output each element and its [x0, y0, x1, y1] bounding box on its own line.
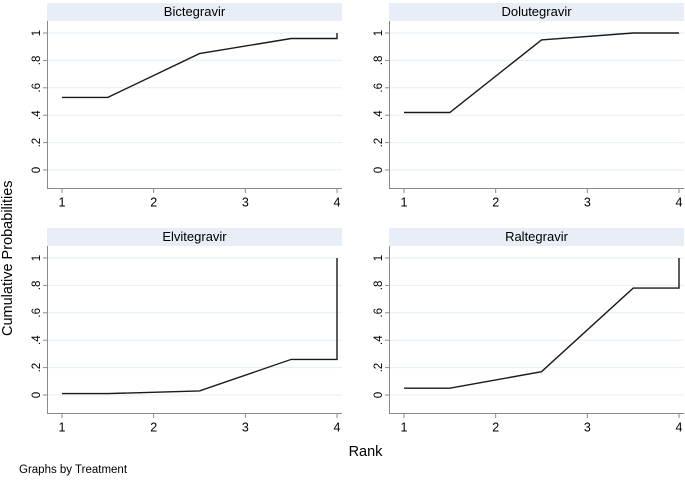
x-tick-label: 1 [401, 196, 408, 210]
y-axis-label: Cumulative Probabilities [0, 180, 16, 336]
x-tick-label: 2 [150, 421, 157, 435]
plot-area-raltegravir: 0 .2 .4 .6 .8 1 1 2 3 4 [373, 246, 684, 435]
panel-dolutegravir: Dolutegravir 0 .2 .4 .6 .8 1 1 2 3 4 [367, 3, 684, 213]
cumulative-probability-line [404, 258, 680, 389]
panel-title-elvitegravir: Elvitegravir [47, 228, 342, 246]
y-tick-label: 1 [31, 255, 43, 261]
plot-area-elvitegravir: 0 .2 .4 .6 .8 1 1 2 3 4 [31, 246, 342, 435]
cumulative-probability-line [62, 258, 338, 395]
panel-title-raltegravir: Raltegravir [389, 228, 684, 246]
x-tick-label: 2 [492, 421, 499, 435]
cumulative-probability-line [404, 32, 679, 114]
x-tick-label: 4 [334, 196, 341, 210]
panel-elvitegravir: Elvitegravir 0 .2 .4 .6 .8 1 1 2 3 4 [25, 228, 342, 438]
y-tick-label: .8 [31, 56, 43, 66]
y-tick-label: 1 [373, 30, 385, 36]
y-tick-label: .6 [31, 83, 43, 93]
x-tick-label: 4 [676, 196, 683, 210]
x-tick-label: 1 [401, 421, 408, 435]
y-tick-label: .4 [373, 335, 385, 345]
by-treatment-note: Graphs by Treatment [19, 464, 128, 476]
plot-area-dolutegravir: 0 .2 .4 .6 .8 1 1 2 3 4 [373, 21, 684, 210]
x-tick-label: 3 [584, 196, 591, 210]
y-tick-label: .8 [373, 56, 385, 66]
x-tick-label: 2 [492, 196, 499, 210]
x-tick-label: 3 [584, 421, 591, 435]
y-tick-label: 1 [31, 30, 43, 36]
x-axis-label: Rank [348, 444, 383, 460]
x-tick-label: 1 [59, 421, 66, 435]
panel-bictegravir: Bictegravir 0 .2 .4 .6 .8 1 1 2 3 4 [25, 3, 342, 213]
y-tick-label: 0 [373, 392, 385, 398]
panel-title-bictegravir: Bictegravir [47, 3, 342, 21]
y-tick-label: 0 [373, 167, 385, 173]
x-tick-label: 4 [334, 421, 341, 435]
y-tick-label: .4 [31, 335, 43, 345]
x-tick-label: 3 [242, 196, 249, 210]
y-tick-label: .2 [373, 363, 385, 373]
y-tick-label: 0 [31, 167, 43, 173]
y-tick-label: 0 [31, 392, 43, 398]
y-tick-label: .6 [373, 83, 385, 93]
y-tick-label: .4 [373, 110, 385, 120]
cumulative-probability-line [62, 33, 338, 99]
y-tick-label: .2 [373, 138, 385, 148]
x-tick-label: 1 [59, 196, 66, 210]
y-tick-label: .2 [31, 363, 43, 373]
y-tick-label: .4 [31, 110, 43, 120]
y-tick-label: .8 [373, 281, 385, 291]
x-tick-label: 4 [676, 421, 683, 435]
panel-raltegravir: Raltegravir 0 .2 .4 .6 .8 1 1 2 3 4 [367, 228, 684, 438]
y-tick-label: 1 [373, 255, 385, 261]
y-tick-label: .8 [31, 281, 43, 291]
y-tick-label: .2 [31, 138, 43, 148]
x-tick-label: 2 [150, 196, 157, 210]
x-tick-label: 3 [242, 421, 249, 435]
y-tick-label: .6 [373, 308, 385, 318]
panel-title-dolutegravir: Dolutegravir [389, 3, 684, 21]
plot-area-bictegravir: 0 .2 .4 .6 .8 1 1 2 3 4 [31, 21, 342, 210]
y-tick-label: .6 [31, 308, 43, 318]
